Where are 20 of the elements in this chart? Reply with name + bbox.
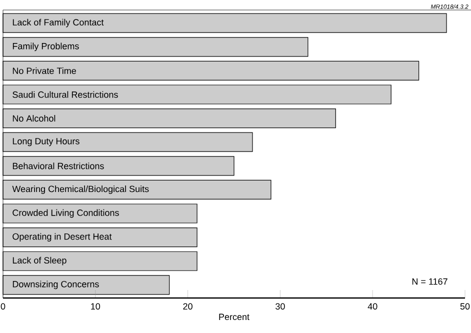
annotation: N = 1167 <box>412 278 448 285</box>
y-tick-label: Operating in Desert Heat <box>12 233 112 242</box>
y-tick-label: Lack of Family Contact <box>12 18 104 28</box>
y-tick-label: No Alcohol <box>12 114 56 122</box>
x-tick-label: 40 <box>368 303 378 310</box>
y-tick-label: Downsizing Concerns <box>12 280 99 290</box>
y-tick-label: Family Problems <box>12 42 79 52</box>
y-tick-label: Crowded Living Conditions <box>12 209 119 218</box>
y-tick-label: Behavioral Restrictions <box>12 162 104 170</box>
x-tick-label: 20 <box>183 303 192 310</box>
x-tick-label: 0 <box>0 303 6 310</box>
y-tick-label: Wearing Chemical/Biological Suits <box>12 186 149 194</box>
x-tick-label: 50 <box>460 303 470 310</box>
y-tick-label: Long Duty Hours <box>12 138 80 146</box>
x-tick-label: 10 <box>91 303 100 310</box>
y-tick-label: Lack of Sleep <box>12 256 66 266</box>
x-axis-title: Percent <box>219 314 250 320</box>
y-tick-label: Saudi Cultural Restrictions <box>12 91 118 98</box>
x-tick-label: 30 <box>276 303 285 310</box>
y-tick-label: No Private Time <box>12 67 76 74</box>
